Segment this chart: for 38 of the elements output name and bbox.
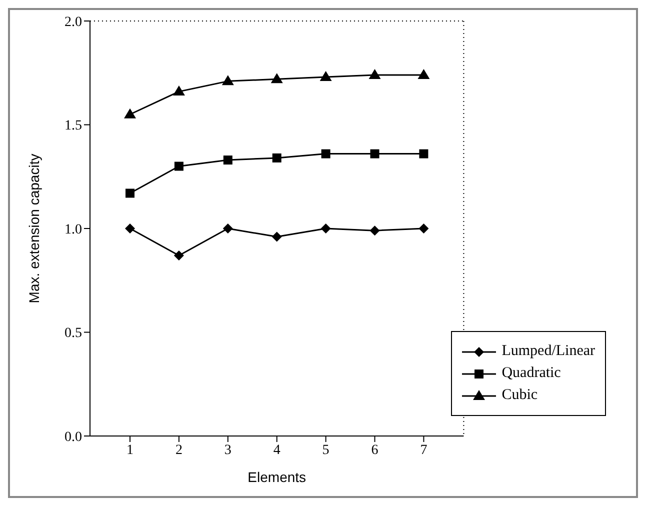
y-tick-label: 2.0 — [64, 14, 82, 30]
point — [320, 71, 332, 82]
point — [174, 162, 184, 171]
legend-label: Quadratic — [502, 365, 561, 382]
y-tick-label: 0.5 — [64, 326, 82, 342]
point — [272, 153, 282, 162]
point — [418, 224, 429, 234]
point — [270, 73, 283, 84]
x-tick-label: 6 — [371, 442, 378, 458]
point — [418, 68, 430, 79]
y-tick-label: 0.0 — [64, 430, 82, 445]
point — [272, 232, 282, 242]
point — [125, 224, 135, 234]
point — [222, 224, 233, 234]
y-axis-title: Max. extension capacity — [26, 154, 42, 304]
x-tick-label: 4 — [273, 442, 280, 458]
y-tick-label: 1.0 — [64, 222, 82, 238]
point — [368, 68, 381, 79]
legend-label: Cubic — [502, 387, 538, 404]
point — [126, 188, 134, 198]
x-tick-label: 1 — [126, 442, 134, 458]
point — [320, 224, 331, 234]
point — [419, 149, 428, 158]
x-tick-label: 3 — [224, 442, 232, 458]
point — [124, 108, 136, 118]
x-tick-label: 7 — [420, 442, 428, 458]
x-tick-label: 2 — [175, 442, 182, 458]
x-axis-title: Elements — [248, 469, 306, 485]
point — [172, 86, 185, 96]
legend-label: Lumped/Linear — [502, 343, 595, 360]
y-tick-label: 1.5 — [64, 118, 82, 134]
x-tick-label: 5 — [322, 442, 330, 458]
point — [174, 250, 184, 260]
point — [370, 226, 380, 236]
point — [370, 149, 380, 158]
point — [321, 149, 330, 158]
point — [222, 75, 234, 86]
point — [223, 156, 232, 165]
